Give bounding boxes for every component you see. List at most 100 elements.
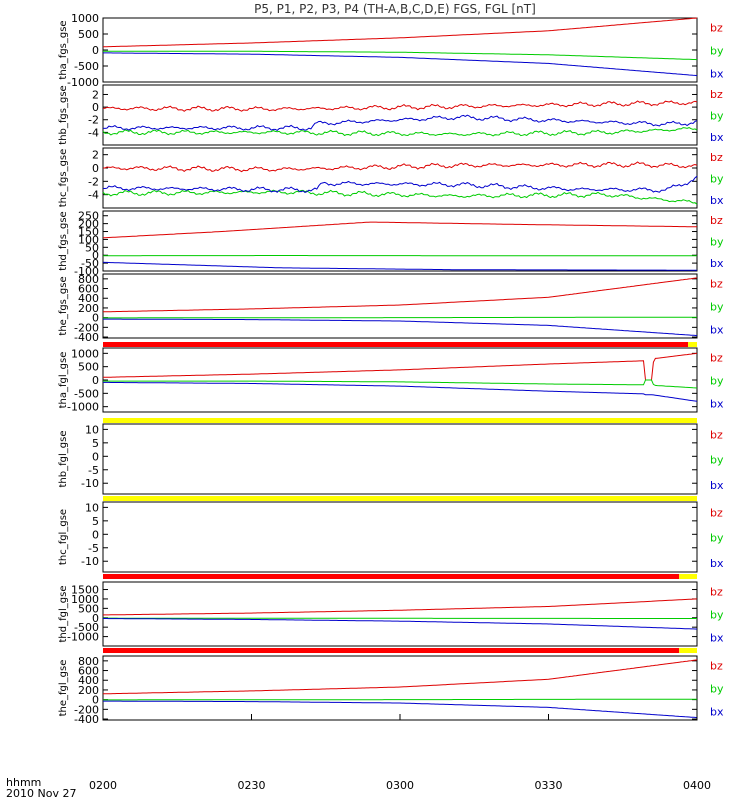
y-tick-label: 250	[78, 210, 99, 223]
legend-bz: bz	[710, 352, 723, 365]
legend-bx: bx	[710, 557, 724, 570]
legend-bx: bx	[710, 257, 724, 270]
legend-bz: bz	[710, 151, 723, 164]
y-tick-label: 100	[78, 233, 99, 246]
series-line-bz	[103, 659, 698, 695]
y-tick-label: -4	[88, 189, 99, 202]
y-tick-label: 2	[92, 88, 99, 101]
status-bar-segment-red	[103, 574, 680, 579]
y-tick-label: 0	[92, 694, 99, 707]
y-axis-label: tha_fgl_gse	[58, 352, 69, 409]
legend-bx: bx	[710, 131, 724, 144]
y-tick-label: 1000	[71, 593, 99, 606]
y-tick-label: -50	[81, 257, 99, 270]
y-tick-label: -1000	[67, 76, 99, 89]
x-tick-label: 0300	[386, 779, 414, 792]
series-line-bz	[102, 221, 697, 239]
series-line-by	[102, 127, 698, 137]
status-bar-segment-yellow	[103, 496, 697, 501]
series-line-bz	[103, 598, 698, 616]
y-tick-label: 0	[92, 612, 99, 625]
y-tick-label: -400	[74, 331, 99, 344]
y-tick-label: -100	[74, 265, 99, 278]
y-tick-label: 0	[92, 162, 99, 175]
y-tick-label: -500	[74, 60, 99, 73]
series-line-by	[103, 316, 697, 319]
y-tick-label: 200	[78, 684, 99, 697]
plot-title: P5, P1, P2, P3, P4 (TH-A,B,C,D,E) FGS, F…	[254, 2, 536, 16]
y-tick-label: 1500	[71, 584, 99, 597]
panel-frame	[102, 501, 698, 573]
series-line-by	[103, 379, 698, 389]
series-line-bx	[102, 175, 698, 193]
series-line-bx	[103, 700, 698, 719]
y-tick-label: 200	[78, 218, 99, 231]
y-tick-label: 500	[78, 28, 99, 41]
legend-by: by	[710, 301, 724, 314]
panel-frame	[102, 655, 698, 721]
panel-frame	[102, 581, 698, 647]
x-tick-label: 0330	[535, 779, 563, 792]
series-line-bz	[103, 277, 698, 313]
legend-bx: bx	[710, 68, 724, 81]
panel-frame	[102, 273, 698, 339]
legend-by: by	[710, 454, 724, 467]
legend-bx: bx	[710, 324, 724, 337]
y-tick-label: 500	[78, 361, 99, 374]
legend-bx: bx	[710, 398, 724, 411]
y-tick-label: 0	[92, 44, 99, 57]
y-tick-label: 1000	[71, 347, 99, 360]
panel-frame	[102, 347, 698, 413]
y-tick-label: -500	[74, 621, 99, 634]
status-bar-segment-yellow	[679, 574, 697, 579]
series-line-by	[102, 189, 698, 205]
x-tick-label: 0400	[683, 779, 711, 792]
legend-by: by	[710, 609, 724, 622]
series-line-by	[103, 50, 698, 61]
status-bars-group	[103, 342, 697, 653]
legend-bx: bx	[710, 479, 724, 492]
series-line-bx	[103, 52, 698, 77]
y-tick-label: 5	[92, 515, 99, 528]
y-tick-label: -4	[88, 126, 99, 139]
legend-bz: bz	[710, 22, 723, 35]
y-tick-label: -10	[81, 477, 99, 490]
y-tick-label: 200	[78, 302, 99, 315]
panel-frame	[102, 147, 698, 209]
y-tick-label: -500	[74, 387, 99, 400]
y-axis-label: thc_fgl_gse	[58, 509, 69, 565]
panel-thb_fgs_gse: 20-2-4 thb_fgs_gse bz by bx	[58, 84, 724, 146]
y-tick-label: 800	[78, 273, 99, 286]
legend-by: by	[710, 110, 724, 123]
series-line-bz	[102, 17, 698, 48]
y-tick-label: 2	[92, 149, 99, 162]
y-axis-label: thb_fgs_gse	[58, 85, 69, 144]
y-axis-label: the_fgl_gse	[58, 660, 69, 717]
y-tick-label: 150	[78, 226, 99, 239]
x-axis: 0200 0230 0300 0330 0400	[89, 714, 711, 792]
series-line-bx	[102, 261, 697, 271]
y-tick-label: 10	[85, 501, 99, 514]
y-tick-label: 10	[85, 423, 99, 436]
panel-frame	[102, 17, 698, 83]
series-line-bx	[102, 114, 698, 132]
y-axis-label: the_fgs_gse	[58, 276, 69, 335]
y-tick-label: -200	[74, 321, 99, 334]
y-tick-label: 50	[85, 241, 99, 254]
legend-bx: bx	[710, 706, 724, 719]
y-tick-label: -5	[88, 464, 99, 477]
status-bar-segment-yellow	[679, 648, 697, 653]
legend-bz: bz	[710, 507, 723, 520]
y-tick-label: 0	[92, 528, 99, 541]
legend-by: by	[710, 532, 724, 545]
panel-frame	[102, 84, 698, 146]
x-axis-date: 2010 Nov 27	[6, 787, 76, 800]
y-tick-label: 1000	[71, 12, 99, 25]
y-tick-label: -5	[88, 542, 99, 555]
x-tick-label: 0200	[89, 779, 117, 792]
